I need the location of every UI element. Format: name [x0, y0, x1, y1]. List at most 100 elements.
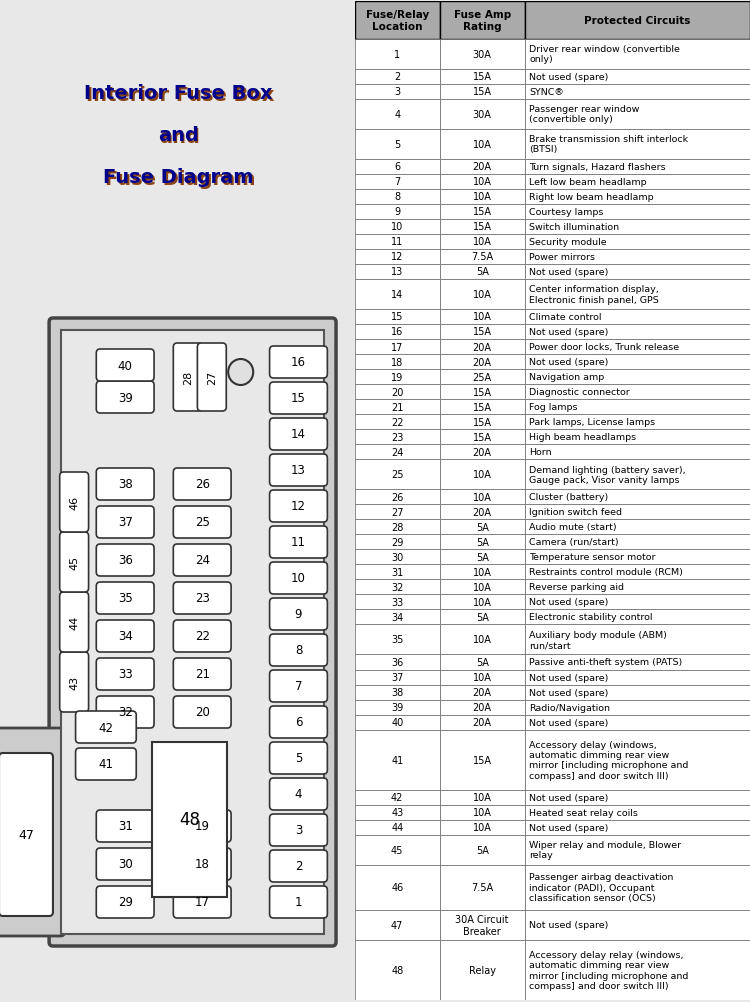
Text: Camera (run/start): Camera (run/start) — [530, 538, 619, 547]
Text: Not used (spare): Not used (spare) — [530, 687, 609, 696]
Bar — [440, 820, 525, 835]
Text: Right low beam headlamp: Right low beam headlamp — [530, 192, 654, 201]
FancyBboxPatch shape — [96, 544, 154, 576]
FancyBboxPatch shape — [0, 728, 64, 936]
Text: Switch illumination: Switch illumination — [530, 222, 620, 231]
Text: Turn signals, Hazard flashers: Turn signals, Hazard flashers — [530, 162, 666, 171]
Bar — [355, 460, 440, 490]
Text: 7.5A: 7.5A — [471, 883, 494, 893]
Bar — [355, 580, 440, 595]
Text: Security module: Security module — [530, 237, 607, 246]
Bar — [440, 835, 525, 865]
Bar — [525, 625, 750, 655]
Bar — [440, 415, 525, 430]
Bar — [525, 385, 750, 400]
Bar — [525, 520, 750, 535]
Bar — [355, 865, 440, 910]
Text: 25A: 25A — [472, 372, 492, 382]
Text: 47: 47 — [391, 920, 404, 930]
Bar — [525, 69, 750, 84]
Bar — [440, 39, 525, 69]
Bar — [525, 805, 750, 820]
Text: 10A: 10A — [472, 470, 492, 480]
Text: 15A: 15A — [472, 755, 492, 765]
Text: 17: 17 — [391, 342, 404, 352]
Text: 2: 2 — [394, 72, 400, 82]
Text: Relay: Relay — [469, 965, 496, 975]
Text: 35: 35 — [118, 592, 133, 605]
Bar — [525, 714, 750, 729]
Text: 15A: 15A — [472, 207, 492, 217]
Text: 3: 3 — [295, 824, 302, 837]
FancyBboxPatch shape — [96, 886, 154, 918]
Text: 33: 33 — [391, 597, 404, 607]
Text: Power door locks, Trunk release: Power door locks, Trunk release — [530, 343, 680, 352]
Bar — [525, 355, 750, 370]
Text: 28: 28 — [183, 371, 193, 385]
Text: 43: 43 — [391, 808, 404, 818]
Text: Navigation amp: Navigation amp — [530, 373, 605, 382]
Text: 15: 15 — [391, 313, 404, 323]
Bar — [440, 280, 525, 310]
Text: Fuse Diagram: Fuse Diagram — [103, 167, 254, 186]
Text: Not used (spare): Not used (spare) — [530, 268, 609, 277]
Bar — [355, 234, 440, 249]
Bar — [525, 535, 750, 550]
Text: 11: 11 — [291, 536, 306, 549]
Bar — [355, 490, 440, 505]
Text: 12: 12 — [391, 253, 404, 263]
Bar — [355, 790, 440, 805]
FancyBboxPatch shape — [269, 742, 327, 775]
Text: 43: 43 — [69, 675, 80, 689]
Text: 39: 39 — [391, 702, 404, 712]
FancyBboxPatch shape — [173, 886, 231, 918]
Text: 48: 48 — [391, 965, 404, 975]
Bar — [525, 820, 750, 835]
Bar — [440, 520, 525, 535]
Text: 20A: 20A — [472, 702, 492, 712]
FancyBboxPatch shape — [60, 652, 88, 712]
Text: 10: 10 — [291, 572, 306, 585]
Text: Not used (spare): Not used (spare) — [530, 358, 609, 367]
Text: 27: 27 — [391, 507, 404, 517]
Text: 24: 24 — [195, 554, 210, 567]
FancyBboxPatch shape — [269, 886, 327, 918]
Bar — [355, 280, 440, 310]
Text: Not used (spare): Not used (spare) — [530, 672, 609, 681]
Text: Protected Circuits: Protected Circuits — [584, 16, 691, 26]
Text: 38: 38 — [118, 478, 133, 491]
Text: 20A: 20A — [472, 342, 492, 352]
Bar — [355, 625, 440, 655]
Text: Interior Fuse Box: Interior Fuse Box — [84, 83, 272, 102]
Bar — [525, 280, 750, 310]
Bar — [440, 174, 525, 189]
Text: 10A: 10A — [472, 290, 492, 300]
Bar — [525, 325, 750, 340]
Text: Not used (spare): Not used (spare) — [530, 793, 609, 802]
Bar — [355, 655, 440, 669]
Text: 10A: 10A — [472, 823, 492, 833]
Bar — [440, 69, 525, 84]
Bar — [440, 325, 525, 340]
Bar — [525, 99, 750, 129]
Bar — [355, 310, 440, 325]
Text: 28: 28 — [391, 522, 404, 532]
Text: 30A: 30A — [472, 109, 492, 119]
Text: 10A: 10A — [472, 313, 492, 323]
FancyBboxPatch shape — [96, 848, 154, 880]
Text: 32: 32 — [391, 582, 404, 592]
Bar — [440, 565, 525, 580]
Text: Fuse Amp
Rating: Fuse Amp Rating — [454, 10, 511, 31]
Bar — [440, 595, 525, 610]
Text: Driver rear window (convertible
only): Driver rear window (convertible only) — [530, 45, 680, 64]
Text: 19: 19 — [195, 820, 210, 833]
Text: 36: 36 — [391, 657, 404, 667]
Text: 6: 6 — [394, 162, 400, 172]
FancyBboxPatch shape — [96, 382, 154, 414]
Bar — [440, 84, 525, 99]
Text: 15: 15 — [291, 392, 306, 405]
FancyBboxPatch shape — [61, 331, 325, 934]
Bar — [355, 535, 440, 550]
Text: 5: 5 — [394, 139, 400, 149]
Text: and: and — [158, 125, 199, 144]
